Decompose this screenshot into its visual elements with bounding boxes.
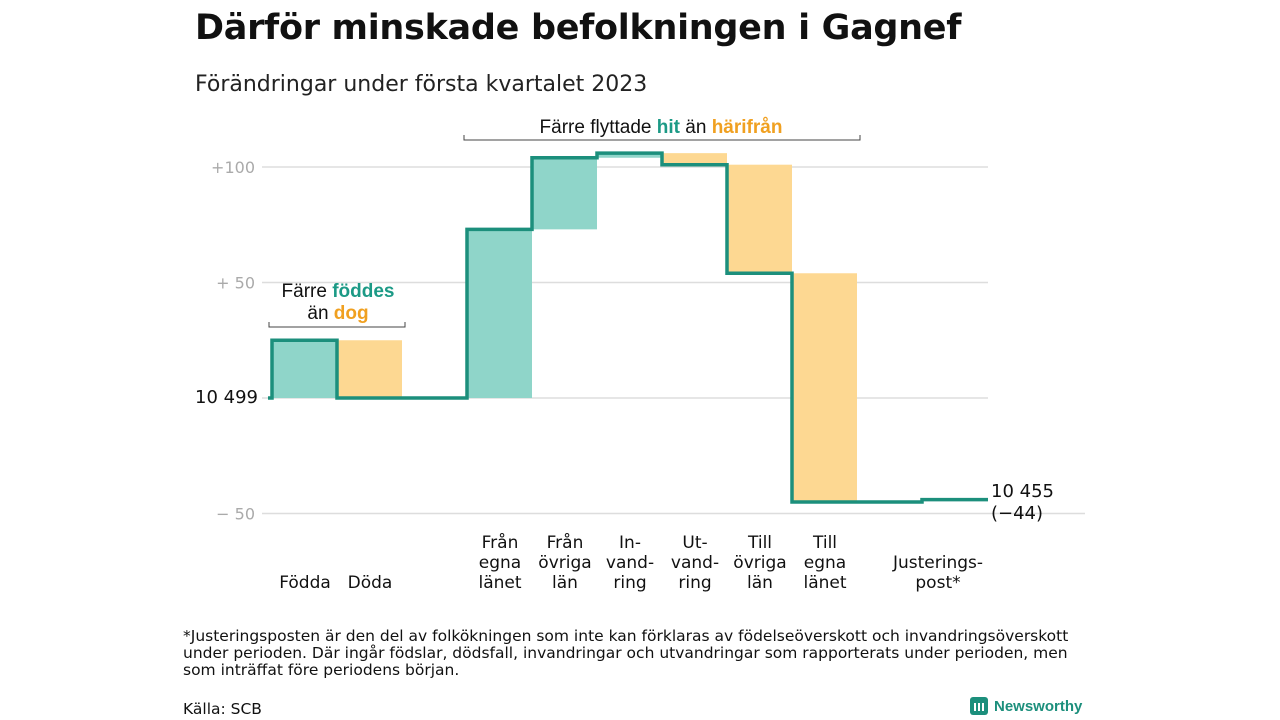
x-category-label: Döda xyxy=(348,573,393,593)
waterfall-bar xyxy=(532,157,597,230)
annotation-births-line2: än dog xyxy=(307,303,368,324)
start-value-label: 10 499 xyxy=(195,387,258,408)
waterfall-bar xyxy=(727,164,792,274)
x-category-label: ring xyxy=(613,573,646,593)
x-category-label: post* xyxy=(915,573,960,593)
cumulative-line xyxy=(268,151,988,504)
waterfall-bar xyxy=(792,273,857,502)
x-category-label: egna xyxy=(479,553,521,573)
x-category-label: Ut- xyxy=(682,533,707,553)
x-category-label: ring xyxy=(678,573,711,593)
source-text: Källa: SCB xyxy=(183,700,262,718)
waterfall-bar xyxy=(467,229,532,398)
x-category-label: länet xyxy=(803,573,846,593)
annotation-births-bracket xyxy=(268,322,406,328)
annotation-moves-bracket xyxy=(463,135,861,141)
x-category-label: Justerings- xyxy=(892,553,983,573)
x-category-label: egna xyxy=(804,553,846,573)
y-tick-label: +100 xyxy=(211,158,255,177)
chart-logo-icon xyxy=(970,697,988,715)
chart-subtitle: Förändringar under första kvartalet 2023 xyxy=(195,72,648,97)
end-value-label: 10 455 xyxy=(991,481,1054,502)
footnote: *Justeringsposten är den del av folkökni… xyxy=(183,627,1069,679)
y-tick-label: + 50 xyxy=(216,274,255,293)
x-category-label: länet xyxy=(478,573,521,593)
annotation-moves: Färre flyttade hit än härifrån xyxy=(540,117,783,138)
x-category-label: In- xyxy=(619,533,641,553)
x-category-label: vand- xyxy=(606,553,654,573)
waterfall-bar xyxy=(272,340,337,398)
waterfall-bar xyxy=(662,153,727,165)
x-category-label: Till xyxy=(812,533,837,553)
chart-title: Därför minskade befolkningen i Gagnef xyxy=(195,8,962,48)
x-category-label: Från xyxy=(547,532,584,553)
waterfall-bar xyxy=(337,340,402,398)
waterfall-bar xyxy=(597,153,662,158)
x-category-label: Från xyxy=(482,532,519,553)
x-category-label: Till xyxy=(747,533,772,553)
logo-text: Newsworthy xyxy=(994,697,1083,715)
x-category-label: övriga xyxy=(538,553,591,573)
x-category-label: övriga xyxy=(733,553,786,573)
x-category-label: län xyxy=(552,573,578,593)
x-category-label: Födda xyxy=(279,573,331,593)
y-tick-label: − 50 xyxy=(216,505,255,524)
end-change-label: (−44) xyxy=(991,503,1043,524)
newsworthy-logo: Newsworthy xyxy=(970,697,1082,715)
annotation-births-line1: Färre föddes xyxy=(282,281,395,302)
x-category-label: län xyxy=(747,573,773,593)
x-category-label: vand- xyxy=(671,553,719,573)
